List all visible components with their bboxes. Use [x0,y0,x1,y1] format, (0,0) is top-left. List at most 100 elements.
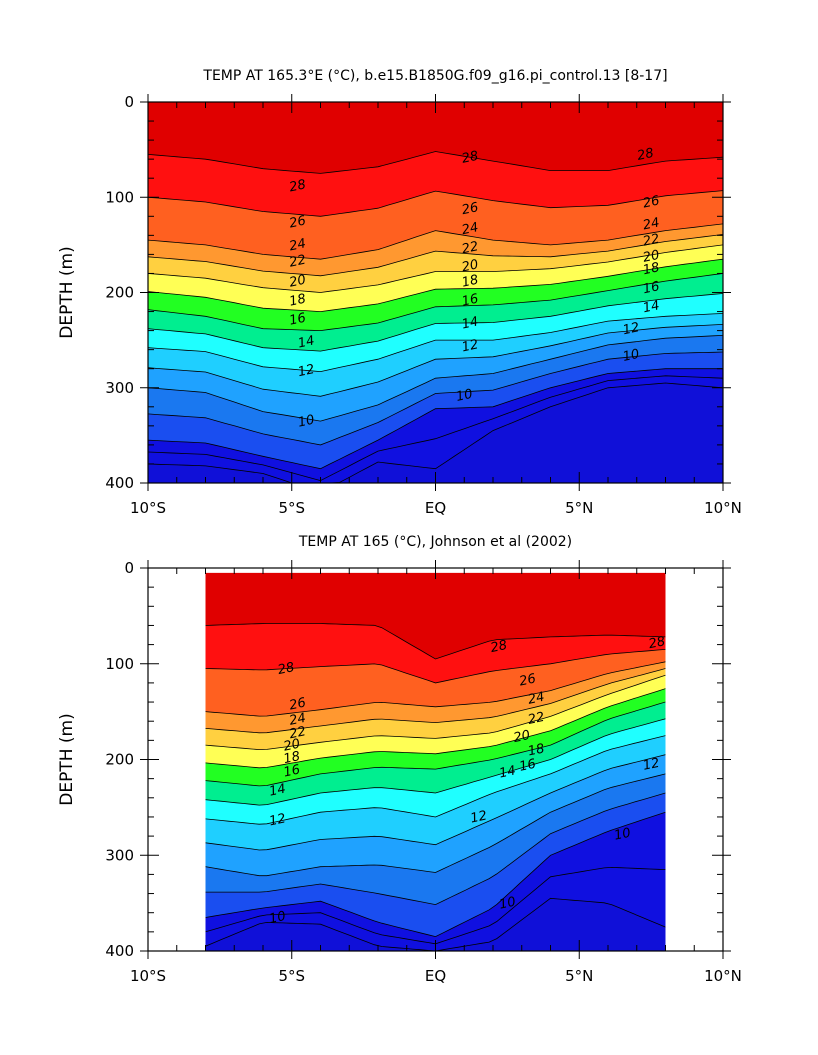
contour-label: 26 [518,671,537,689]
temperature-band [148,273,723,352]
contour-label: 22 [288,253,307,271]
x-tick-label: 10°N [704,499,742,517]
temperature-band [205,675,666,768]
contour-label: 26 [460,200,479,218]
contour-label: 28 [288,177,307,195]
contour-label: 12 [621,320,640,338]
contour-line [205,735,666,825]
contour-label: 10 [297,413,316,431]
contour-line [205,623,666,660]
temperature-band [205,668,666,750]
temperature-band [148,223,723,276]
temperature-band [205,623,666,683]
y-tick-label: 0 [124,559,134,577]
contour-label: 22 [642,232,661,250]
temperature-bands [148,102,723,483]
x-tick-label: EQ [425,967,446,985]
contour-label: 18 [288,292,307,310]
contour-line [148,151,723,174]
temperature-band [148,234,723,293]
contour-label: 10 [455,387,474,405]
contour-line [148,244,723,293]
temperature-band [205,867,666,951]
temperature-band [148,368,723,481]
temperature-band [205,572,666,659]
temperature-band [205,773,666,905]
contour-label: 14 [642,298,661,316]
y-tick-label: 300 [105,846,134,864]
contour-label: 28 [460,149,479,167]
contour-label: 18 [460,273,479,291]
contour-label: 14 [297,333,316,351]
temperature-band [205,898,666,951]
contour-line [148,324,723,397]
contour-label: 28 [276,660,295,678]
contour-label: 16 [642,279,661,297]
contour-label: 22 [460,239,479,257]
contour-label: 28 [489,638,508,656]
contour-label: 12 [297,362,316,380]
temperature-band [148,313,723,397]
x-tick-label: 10°N [704,967,742,985]
y-tick-label: 400 [105,474,134,492]
contour-label: 18 [642,260,661,278]
contour-line [148,273,723,332]
contour-label: 12 [268,811,287,829]
contour-line [148,258,723,313]
temperature-band [205,793,666,937]
contour-label: 12 [469,808,488,826]
temperature-band [148,259,723,331]
contour-label: 20 [282,737,301,755]
temperature-bands [205,572,666,951]
contour-line [148,223,723,260]
x-tick-label: 10°S [130,499,166,517]
contour-label: 14 [268,782,287,800]
contour-label: 18 [527,741,546,759]
contour-line [205,674,666,751]
contour-label: 28 [647,634,666,652]
contour-label: 16 [282,762,301,780]
contour-line [148,335,723,422]
y-axis-label: DEPTH (m) [57,713,77,805]
temperature-band [205,812,666,944]
y-tick-label: 200 [105,284,134,302]
y-tick-label: 400 [105,942,134,960]
contour-label: 26 [642,193,661,211]
contour-label: 24 [288,236,307,254]
x-tick-label: 10°S [130,967,166,985]
x-tick-label: 5°S [278,499,305,517]
contour-label: 26 [288,213,307,231]
temperature-band [148,244,723,312]
x-tick-label: EQ [425,499,446,517]
x-tick-label: 5°N [565,967,593,985]
contour-line [205,661,666,717]
contour-line [148,375,723,482]
contour-label: 14 [498,763,517,781]
temperature-band [205,735,666,850]
contour-line [148,351,723,446]
y-tick-label: 100 [105,188,134,206]
temperature-band [148,151,723,217]
chart-title: TEMP AT 165 (°C), Johnson et al (2002) [298,534,572,550]
contour-label: 24 [460,220,479,238]
contour-line [148,190,723,217]
contour-line [205,792,666,906]
contour-line [148,293,723,352]
temperature-band [205,702,666,806]
contour-label: 20 [460,257,479,275]
temperature-band [148,375,723,483]
contour-label: 18 [282,749,301,767]
contour-label: 22 [527,710,546,728]
contour-line [205,897,666,951]
y-tick-label: 200 [105,751,134,769]
temperature-band [205,718,666,825]
contour-label: 24 [642,215,661,233]
contour-line [205,668,666,734]
contour-label: 20 [512,728,531,746]
contour-label: 24 [288,711,307,729]
y-tick-label: 100 [105,655,134,673]
contour-label: 20 [288,273,307,291]
contour-line [205,811,666,938]
